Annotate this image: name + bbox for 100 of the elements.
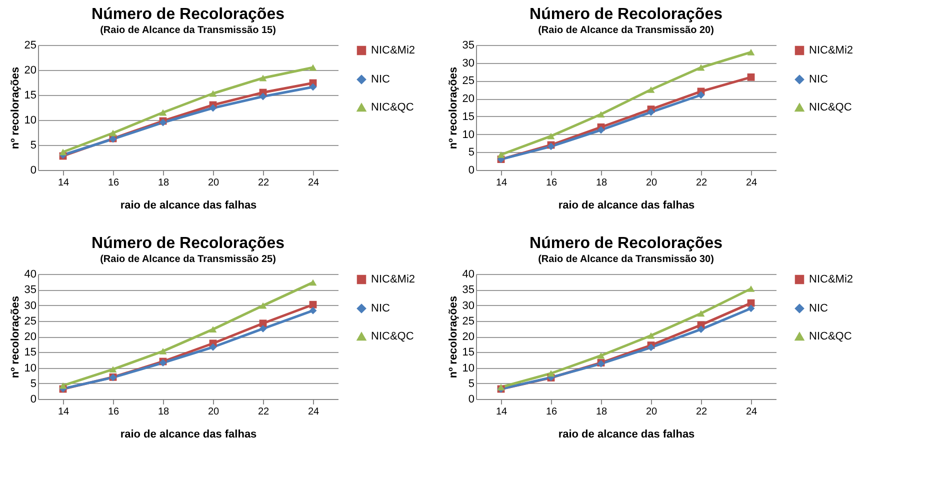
x-axis-title: raio de alcance das falhas xyxy=(120,200,257,212)
point xyxy=(209,326,217,333)
point xyxy=(697,310,705,317)
point xyxy=(109,130,117,136)
y-axis-title: nº recolorações xyxy=(9,66,22,150)
y-tick-label: 40 xyxy=(462,268,474,280)
y-tick-label: 35 xyxy=(24,284,36,296)
point xyxy=(309,279,317,286)
x-tick-label: 20 xyxy=(208,406,220,418)
legend-label: NIC&QC xyxy=(809,330,852,342)
point xyxy=(547,132,555,140)
x-tick-label: 22 xyxy=(258,406,270,418)
chart-subtitle: (Raio de Alcance da Transmissão 15) xyxy=(100,25,276,36)
y-tick-label: 20 xyxy=(24,331,36,343)
x-tick-label: 18 xyxy=(158,406,170,418)
x-tick-label: 22 xyxy=(696,178,708,188)
point xyxy=(59,382,67,389)
point xyxy=(259,74,267,82)
point xyxy=(209,343,217,351)
point xyxy=(59,148,67,156)
legend-label: NIC xyxy=(809,74,828,86)
x-tick-label: 14 xyxy=(58,406,70,418)
y-tick-label: 20 xyxy=(24,64,36,76)
y-tick-label: 10 xyxy=(462,128,474,141)
y-tick-label: 30 xyxy=(462,300,474,312)
y-tick-label: 0 xyxy=(468,394,474,406)
point xyxy=(309,306,317,314)
legend-label: NIC&QC xyxy=(371,330,414,342)
x-tick-label: 20 xyxy=(646,406,658,418)
y-tick-label: 25 xyxy=(24,315,36,328)
x-tick-label: 20 xyxy=(208,178,220,188)
x-tick-label: 14 xyxy=(58,178,70,188)
point xyxy=(647,344,655,352)
legend-label: NIC&QC xyxy=(809,102,852,114)
x-tick-label: 18 xyxy=(596,178,608,188)
point xyxy=(647,332,655,339)
y-tick-label: 25 xyxy=(462,75,474,88)
legend-label: NIC&Mi2 xyxy=(809,274,854,286)
y-tick-label: 0 xyxy=(30,394,36,406)
x-tick-label: 24 xyxy=(746,406,758,418)
point xyxy=(597,126,605,134)
y-tick-label: 0 xyxy=(30,164,36,176)
y-tick-label: 20 xyxy=(462,331,474,343)
point xyxy=(747,48,755,56)
y-tick-label: 25 xyxy=(462,315,474,328)
legend-label: NIC xyxy=(809,302,828,314)
x-tick-label: 14 xyxy=(496,406,508,418)
point xyxy=(259,302,267,309)
x-tick-label: 18 xyxy=(596,406,608,418)
point xyxy=(697,326,705,334)
x-tick-label: 20 xyxy=(646,178,658,188)
point xyxy=(309,300,317,308)
chart-title: Número de Recolorações xyxy=(92,6,285,23)
chart-title: Número de Recolorações xyxy=(92,235,285,252)
x-tick-label: 24 xyxy=(308,178,320,188)
y-tick-label: 15 xyxy=(24,90,36,102)
point xyxy=(747,304,755,312)
point xyxy=(747,285,755,292)
point xyxy=(309,83,317,91)
x-tick-label: 16 xyxy=(546,178,558,188)
chart-subtitle: (Raio de Alcance da Transmissão 30) xyxy=(538,254,714,265)
point xyxy=(309,64,317,71)
legend-label: NIC&Mi2 xyxy=(371,44,416,56)
x-tick-label: 24 xyxy=(308,406,320,418)
point xyxy=(747,73,755,81)
point xyxy=(209,90,217,97)
y-axis-title: nº recolorações xyxy=(447,296,460,378)
y-tick-label: 5 xyxy=(468,378,474,390)
chart-title: Número de Recolorações xyxy=(530,235,723,252)
point xyxy=(697,91,705,99)
point xyxy=(259,92,267,100)
point xyxy=(647,108,655,116)
y-tick-label: 25 xyxy=(24,40,36,52)
y-tick-label: 35 xyxy=(462,40,474,52)
point xyxy=(647,86,655,93)
x-tick-label: 16 xyxy=(108,178,120,188)
y-tick-label: 30 xyxy=(24,300,36,312)
y-tick-label: 30 xyxy=(462,57,474,70)
y-tick-label: 10 xyxy=(462,362,474,374)
x-tick-label: 22 xyxy=(258,178,270,188)
legend-label: NIC xyxy=(371,302,390,314)
x-tick-label: 24 xyxy=(746,178,758,188)
y-tick-label: 5 xyxy=(468,146,474,159)
x-axis-title: raio de alcance das falhas xyxy=(558,200,695,212)
point xyxy=(159,109,167,116)
x-tick-label: 18 xyxy=(158,178,170,188)
point xyxy=(547,370,555,377)
y-tick-label: 20 xyxy=(462,93,474,106)
point xyxy=(109,366,117,373)
point xyxy=(497,384,505,390)
y-axis-title: nº recolorações xyxy=(9,296,22,378)
y-tick-label: 10 xyxy=(24,362,36,374)
y-tick-label: 10 xyxy=(24,114,36,126)
x-tick-label: 16 xyxy=(108,406,120,418)
x-tick-label: 14 xyxy=(496,178,508,188)
x-axis-title: raio de alcance das falhas xyxy=(120,428,257,440)
y-tick-label: 15 xyxy=(462,346,474,359)
chart-title: Número de Recolorações xyxy=(530,6,723,23)
legend-label: NIC&Mi2 xyxy=(809,44,854,56)
legend-label: NIC&QC xyxy=(371,102,414,114)
